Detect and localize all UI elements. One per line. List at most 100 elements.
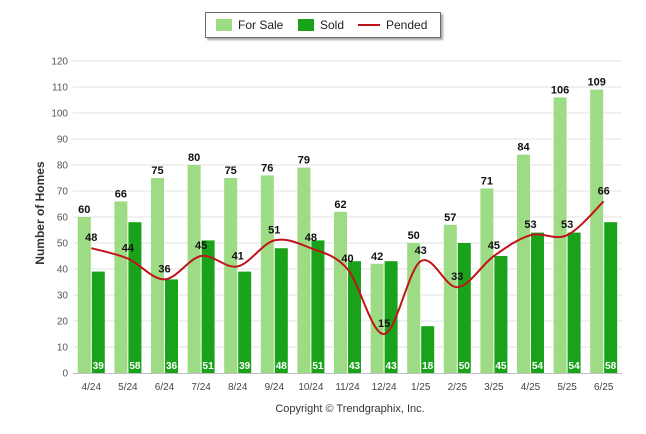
bar-for-sale bbox=[77, 217, 91, 373]
bar-sold bbox=[531, 232, 544, 373]
x-tick-label: 8/24 bbox=[228, 382, 248, 393]
bar-for-sale bbox=[517, 154, 530, 373]
data-label-for-sale: 42 bbox=[371, 251, 383, 263]
data-label-sold: 43 bbox=[386, 361, 398, 372]
bar-for-sale bbox=[553, 97, 567, 374]
x-tick-label: 6/24 bbox=[155, 382, 175, 393]
bar-sold bbox=[348, 261, 361, 373]
y-tick-label: 20 bbox=[57, 317, 69, 328]
data-label-sold: 18 bbox=[422, 361, 434, 372]
data-label-pended: 66 bbox=[598, 185, 610, 197]
legend-swatch-pended bbox=[358, 24, 380, 26]
y-axis-label: Number of Homes bbox=[33, 161, 47, 265]
y-tick-label: 80 bbox=[57, 161, 69, 172]
data-label-pended: 45 bbox=[488, 240, 500, 252]
x-tick-label: 3/25 bbox=[484, 382, 504, 393]
bar-for-sale bbox=[480, 188, 494, 373]
y-tick-label: 70 bbox=[57, 187, 69, 198]
y-tick-label: 10 bbox=[57, 343, 69, 354]
bar-sold bbox=[238, 271, 252, 373]
x-tick-label: 12/24 bbox=[372, 382, 397, 393]
data-label-for-sale: 75 bbox=[225, 165, 237, 177]
x-tick-label: 7/24 bbox=[191, 382, 211, 393]
y-tick-label: 110 bbox=[52, 83, 68, 94]
data-label-pended: 36 bbox=[158, 263, 170, 275]
bar-for-sale bbox=[187, 165, 201, 373]
data-label-pended: 53 bbox=[561, 219, 573, 231]
data-label-pended: 43 bbox=[415, 245, 427, 257]
bar-sold bbox=[311, 240, 325, 373]
bar-for-sale bbox=[407, 243, 421, 373]
data-label-for-sale: 80 bbox=[188, 152, 200, 164]
data-label-pended: 40 bbox=[341, 253, 353, 265]
data-label-sold: 45 bbox=[495, 361, 507, 372]
data-label-sold: 39 bbox=[239, 361, 251, 372]
y-tick-label: 0 bbox=[62, 369, 68, 380]
x-tick-label: 4/25 bbox=[521, 382, 541, 393]
data-label-sold: 48 bbox=[276, 361, 288, 372]
x-tick-label: 1/25 bbox=[411, 382, 431, 393]
bar-sold bbox=[384, 261, 398, 373]
data-label-sold: 51 bbox=[203, 361, 215, 372]
bar-sold bbox=[457, 243, 471, 373]
pended-line bbox=[91, 200, 605, 335]
axes: 0 10 20 30 40 50 60 70 80 90 100 110 120 4/24 5/24 6/24… bbox=[51, 57, 622, 393]
bar-for-sale bbox=[151, 178, 164, 373]
bar-for-sale bbox=[370, 263, 384, 373]
bar-sold bbox=[91, 271, 105, 373]
data-label-sold: 51 bbox=[312, 361, 324, 372]
data-label-pended: 33 bbox=[451, 271, 463, 283]
data-label-sold: 36 bbox=[166, 361, 178, 372]
data-label-for-sale: 79 bbox=[298, 155, 310, 167]
x-tick-label: 2/25 bbox=[448, 382, 468, 393]
data-label-pended: 41 bbox=[232, 250, 244, 262]
copyright-footer: Copyright © Trendgraphix, Inc. bbox=[275, 403, 425, 415]
data-label-pended: 44 bbox=[122, 243, 135, 255]
data-label-sold: 39 bbox=[93, 361, 105, 372]
data-label-pended: 48 bbox=[305, 232, 317, 244]
bar-sold bbox=[604, 222, 618, 373]
bar-for-sale bbox=[260, 175, 274, 373]
data-label-sold: 50 bbox=[459, 361, 471, 372]
legend-label-pended: Pended bbox=[386, 18, 428, 32]
data-label-for-sale: 57 bbox=[444, 212, 456, 224]
data-label-for-sale: 60 bbox=[78, 204, 90, 216]
legend-label-sold: Sold bbox=[320, 18, 345, 32]
legend-swatch-for-sale bbox=[216, 19, 232, 31]
legend-label-for-sale: For Sale bbox=[238, 18, 284, 32]
bar-for-sale bbox=[297, 167, 311, 373]
legend-item-for-sale: For Sale bbox=[216, 18, 283, 32]
data-label-for-sale: 106 bbox=[551, 84, 569, 96]
y-tick-label: 100 bbox=[51, 109, 68, 120]
data-label-for-sale: 66 bbox=[115, 188, 127, 200]
data-label-for-sale: 109 bbox=[588, 77, 606, 89]
bar-sold bbox=[421, 326, 435, 373]
data-label-pended: 15 bbox=[378, 318, 390, 330]
bars bbox=[77, 89, 618, 374]
data-label-for-sale: 76 bbox=[261, 162, 273, 174]
bar-for-sale bbox=[443, 224, 457, 373]
data-label-for-sale: 75 bbox=[151, 165, 163, 177]
data-label-for-sale: 62 bbox=[334, 199, 346, 211]
data-label-pended: 51 bbox=[268, 224, 280, 236]
y-tick-label: 90 bbox=[57, 135, 69, 146]
data-label-for-sale: 50 bbox=[408, 230, 420, 242]
data-label-sold: 58 bbox=[129, 361, 141, 372]
bar-for-sale bbox=[334, 211, 347, 373]
data-label-pended: 53 bbox=[524, 219, 536, 231]
data-label-sold: 54 bbox=[569, 361, 581, 372]
data-label-for-sale: 71 bbox=[481, 175, 493, 187]
x-tick-label: 5/25 bbox=[557, 382, 577, 393]
data-label-pended: 48 bbox=[85, 232, 97, 244]
x-tick-label: 6/25 bbox=[594, 382, 614, 393]
bar-sold bbox=[494, 256, 508, 373]
data-label-for-sale: 84 bbox=[517, 142, 530, 154]
bar-for-sale bbox=[224, 178, 238, 373]
x-tick-label: 4/24 bbox=[82, 382, 102, 393]
data-label-sold: 54 bbox=[532, 361, 544, 372]
data-label-pended: 45 bbox=[195, 240, 207, 252]
bar-for-sale bbox=[114, 201, 128, 373]
x-tick-label: 9/24 bbox=[265, 382, 285, 393]
bar-sold bbox=[165, 279, 178, 373]
